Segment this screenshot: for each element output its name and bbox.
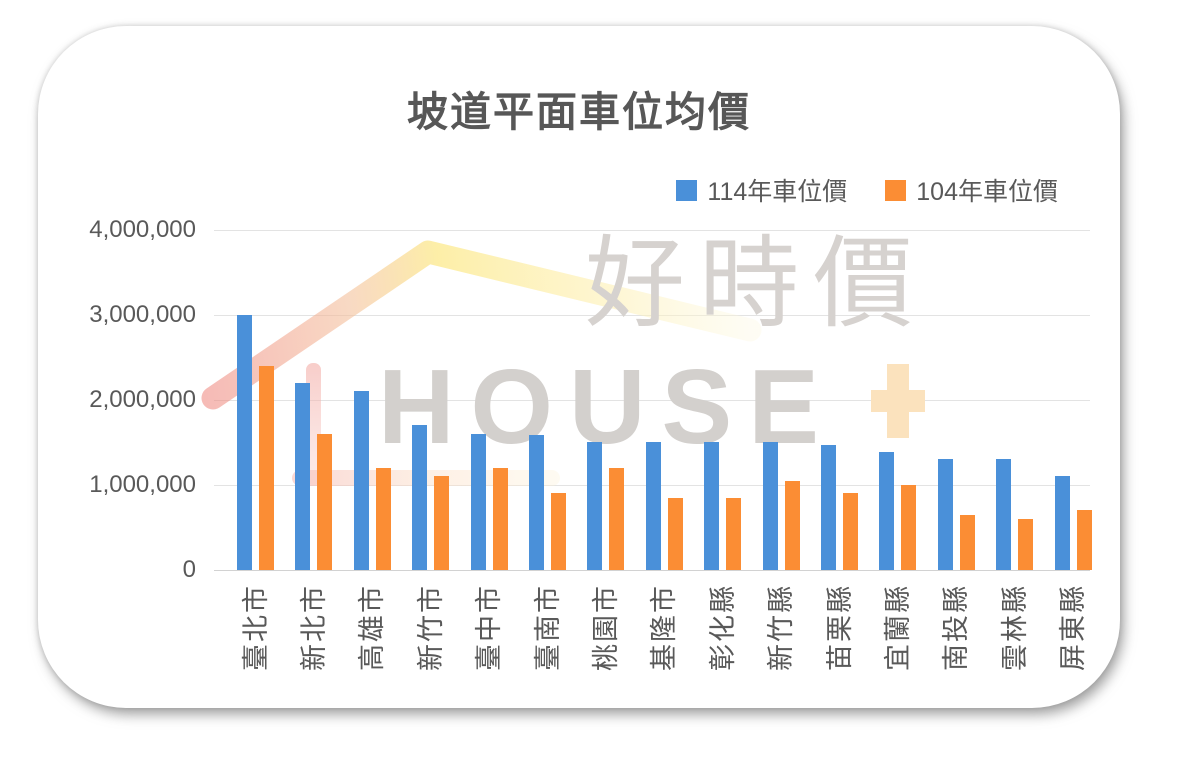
bar-104-宜蘭縣 [901,485,917,570]
xlabel-基隆市: 基隆市 [649,584,680,671]
bar-104-高雄市 [375,468,391,570]
bar-114-南投縣 [937,459,953,570]
bar-114-屏東縣 [1054,476,1070,570]
bar-114-臺北市 [237,315,252,570]
xlabel-臺南市: 臺南市 [532,584,563,671]
bar-104-新北市 [317,434,333,570]
xlabel-桃園市: 桃園市 [590,584,621,671]
bar-104-屏東縣 [1076,510,1092,570]
ytick-4000000: 4,000,000 [89,216,196,243]
legend-item-104: 104年車位價 [885,172,1058,208]
ytick-0: 0 [182,556,196,583]
bar-114-臺中市 [470,434,486,570]
xlabel-南投縣: 南投縣 [941,584,972,671]
chart-title: 坡道平面車位均價 [407,89,751,135]
xlabel-苗栗縣: 苗栗縣 [824,584,855,671]
xlabel-新竹縣: 新竹縣 [766,584,797,671]
bar-114-苗栗縣 [821,445,836,570]
bar-114-新竹市 [412,425,428,570]
legend-item-114: 114年車位價 [676,172,847,208]
bar-104-臺北市 [259,366,274,570]
xlabel-宜蘭縣: 宜蘭縣 [882,584,913,671]
xlabel-高雄市: 高雄市 [357,584,388,671]
bar-104-彰化縣 [726,498,742,570]
bar-114-雲林縣 [996,459,1012,570]
ytick-1000000: 1,000,000 [89,471,196,498]
bar-114-基隆市 [645,442,661,570]
bar-104-南投縣 [959,515,975,570]
xlabel-新北市: 新北市 [298,584,329,671]
legend-label-104: 104年車位價 [916,178,1058,206]
bar-104-臺南市 [551,493,566,570]
xlabel-雲林縣: 雲林縣 [999,584,1030,671]
ytick-2000000: 2,000,000 [89,386,196,413]
bar-114-彰化縣 [704,442,720,570]
legend-swatch-blue-icon [676,179,698,201]
bar-104-新竹縣 [784,481,800,570]
bar-104-新竹市 [434,476,450,570]
xlabel-臺北市: 臺北市 [240,584,271,671]
bar-114-宜蘭縣 [879,452,895,570]
bar-104-苗栗縣 [843,493,858,570]
bar-114-新竹縣 [762,442,778,570]
xlabel-臺中市: 臺中市 [474,584,505,671]
bar-104-桃園市 [609,468,625,570]
bar-104-臺中市 [492,468,508,570]
ytick-3000000: 3,000,000 [89,301,196,328]
legend-label-114: 114年車位價 [707,178,848,206]
bar-114-高雄市 [353,391,369,570]
xlabel-屏東縣: 屏東縣 [1058,584,1089,671]
bar-104-雲林縣 [1018,519,1034,570]
legend-swatch-orange-icon [885,179,907,201]
gridline-4m [214,230,1090,231]
xlabel-新竹市: 新竹市 [415,584,446,671]
bar-104-基隆市 [667,498,683,570]
chart-legend: 114年車位價 104年車位價 [676,172,1058,208]
bar-114-桃園市 [587,442,603,570]
x-axis-line [214,570,1090,571]
xlabel-彰化縣: 彰化縣 [707,584,738,671]
bar-114-臺南市 [529,435,544,570]
bar-114-新北市 [295,383,311,570]
